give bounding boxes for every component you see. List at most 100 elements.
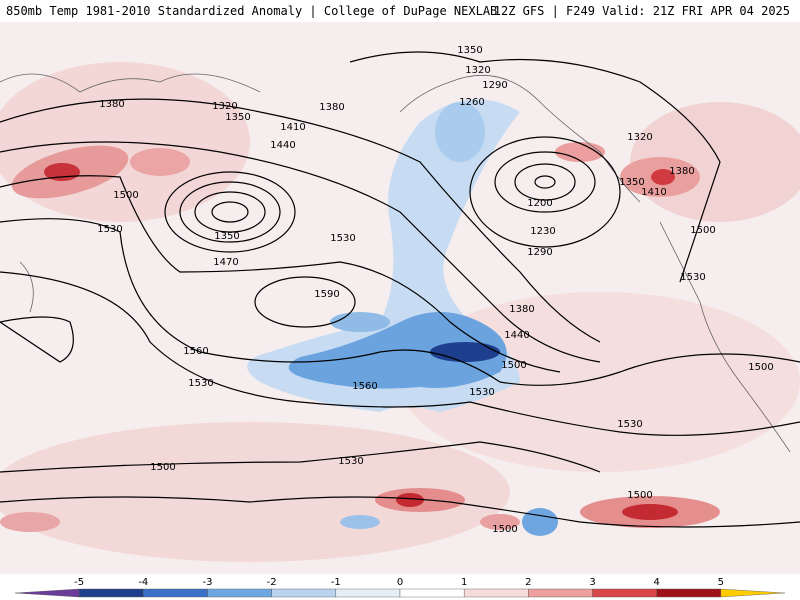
coastline (659, 221, 791, 453)
contour-label: 1500 (113, 190, 138, 201)
contour-line (0, 496, 800, 528)
map-header: 850mb Temp 1981-2010 Standardized Anomal… (0, 0, 800, 23)
contour-label: 1350 (225, 112, 250, 123)
contour-label: 1260 (459, 97, 484, 108)
contour-line (0, 141, 601, 363)
anomaly-warm (0, 512, 60, 532)
contour-low-west (211, 201, 249, 223)
colorbar-swatch (656, 588, 722, 598)
colorbar-swatch (14, 588, 80, 598)
contour-low-east (534, 175, 556, 189)
colorbar-swatch (528, 588, 593, 598)
colorbar-tick-label: 2 (525, 577, 531, 588)
valid-time: 12Z GFS | F249 Valid: 21Z FRI APR 04 202… (493, 4, 790, 18)
contour-line (0, 441, 601, 473)
contour-label: 1320 (212, 101, 237, 112)
contour-line (0, 271, 800, 436)
anomaly-hot (651, 169, 675, 185)
colorbar-tick-label: 1 (461, 577, 467, 588)
colorbar-swatches (14, 588, 786, 598)
contour-line (0, 218, 800, 386)
contour-label: 1530 (330, 233, 355, 244)
colorbar-swatch (592, 588, 657, 598)
colorbar-tick-label: -2 (267, 577, 277, 588)
anomaly-cool (435, 102, 485, 162)
contour-label: 1470 (213, 257, 238, 268)
contour-label: 1410 (280, 122, 305, 133)
colorbar-tick-label: -1 (331, 577, 341, 588)
contour-label: 1230 (530, 226, 555, 237)
contour-label: 1500 (690, 225, 715, 236)
contour-low-east (469, 136, 621, 248)
contour-line (0, 98, 601, 343)
contour-line (0, 175, 561, 373)
colorbar-tick-label: 0 (397, 577, 403, 588)
anomaly-hot (622, 504, 678, 520)
anomaly-warm (130, 148, 190, 176)
colorbar-tick-label: -4 (138, 577, 148, 588)
contour-label: 1200 (527, 198, 552, 209)
contour-label: 1530 (338, 456, 363, 467)
contour-label: 1290 (527, 247, 552, 258)
contour-label: 1560 (183, 346, 208, 357)
anomaly-warm (480, 514, 520, 530)
contour-label: 1500 (748, 362, 773, 373)
anomaly-cool (522, 508, 558, 536)
contour-low-east (514, 163, 576, 201)
contour-low-west (164, 171, 296, 253)
contour-low-east (494, 151, 596, 213)
contour-low-west (194, 191, 266, 233)
contour-high (254, 276, 356, 328)
product-title: 850mb Temp 1981-2010 Standardized Anomal… (6, 4, 498, 18)
contour-line (0, 316, 74, 363)
contour-label: 1500 (150, 462, 175, 473)
colorbar-swatch (78, 588, 144, 598)
colorbar-swatch (399, 588, 465, 598)
anomaly-cool (340, 515, 380, 529)
contour-label: 1530 (680, 272, 705, 283)
contour-label: 1530 (617, 419, 642, 430)
anomaly-hot (396, 493, 424, 507)
colorbar-swatch (463, 588, 529, 598)
contour-label: 1320 (627, 132, 652, 143)
contour-label: 1530 (188, 378, 213, 389)
contour-low-west (179, 181, 281, 243)
contour-label: 1380 (319, 102, 344, 113)
colorbar-ticks: -5 -4 -3 -2 -1 0 1 2 3 4 5 (74, 577, 724, 588)
contour-label: 1440 (504, 330, 529, 341)
contour-label: 1530 (97, 224, 122, 235)
colorbar-swatch (143, 588, 208, 598)
contour-label: 1350 (214, 231, 239, 242)
contour-label: 1320 (465, 65, 490, 76)
contour-label: 1380 (669, 166, 694, 177)
colorbar-tick-label: 4 (653, 577, 659, 588)
contour-label: 1410 (641, 187, 666, 198)
contour-label: 1350 (619, 177, 644, 188)
contour-label: 1560 (352, 381, 377, 392)
contour-label: 1380 (99, 99, 124, 110)
contour-label: 1590 (314, 289, 339, 300)
colorbar-swatch (335, 588, 401, 598)
contour-label: 1500 (501, 360, 526, 371)
anomaly-light-warm (0, 422, 510, 562)
anomaly-cool (330, 312, 390, 332)
contour-label: 1440 (270, 140, 295, 151)
colorbar-tick-label: 5 (718, 577, 724, 588)
weather-map[interactable]: 1350 1320 1290 1260 1380 1320 1350 1380 1410 1440… (0, 22, 800, 574)
coastline (19, 261, 34, 313)
colorbar-swatch (271, 588, 337, 598)
coastline (399, 74, 641, 203)
contour-label: 1380 (509, 304, 534, 315)
colorbar-swatch (720, 588, 786, 598)
coastline (0, 73, 261, 93)
colorbar-tick-label: -3 (203, 577, 213, 588)
contour-line (349, 51, 721, 283)
colorbar-tick-label: -5 (74, 577, 84, 588)
anomaly-very-cold (430, 342, 500, 362)
contour-label: 1290 (482, 80, 507, 91)
contour-label: 1350 (457, 45, 482, 56)
contour-label: 1500 (627, 490, 652, 501)
contour-label: 1500 (492, 524, 517, 535)
